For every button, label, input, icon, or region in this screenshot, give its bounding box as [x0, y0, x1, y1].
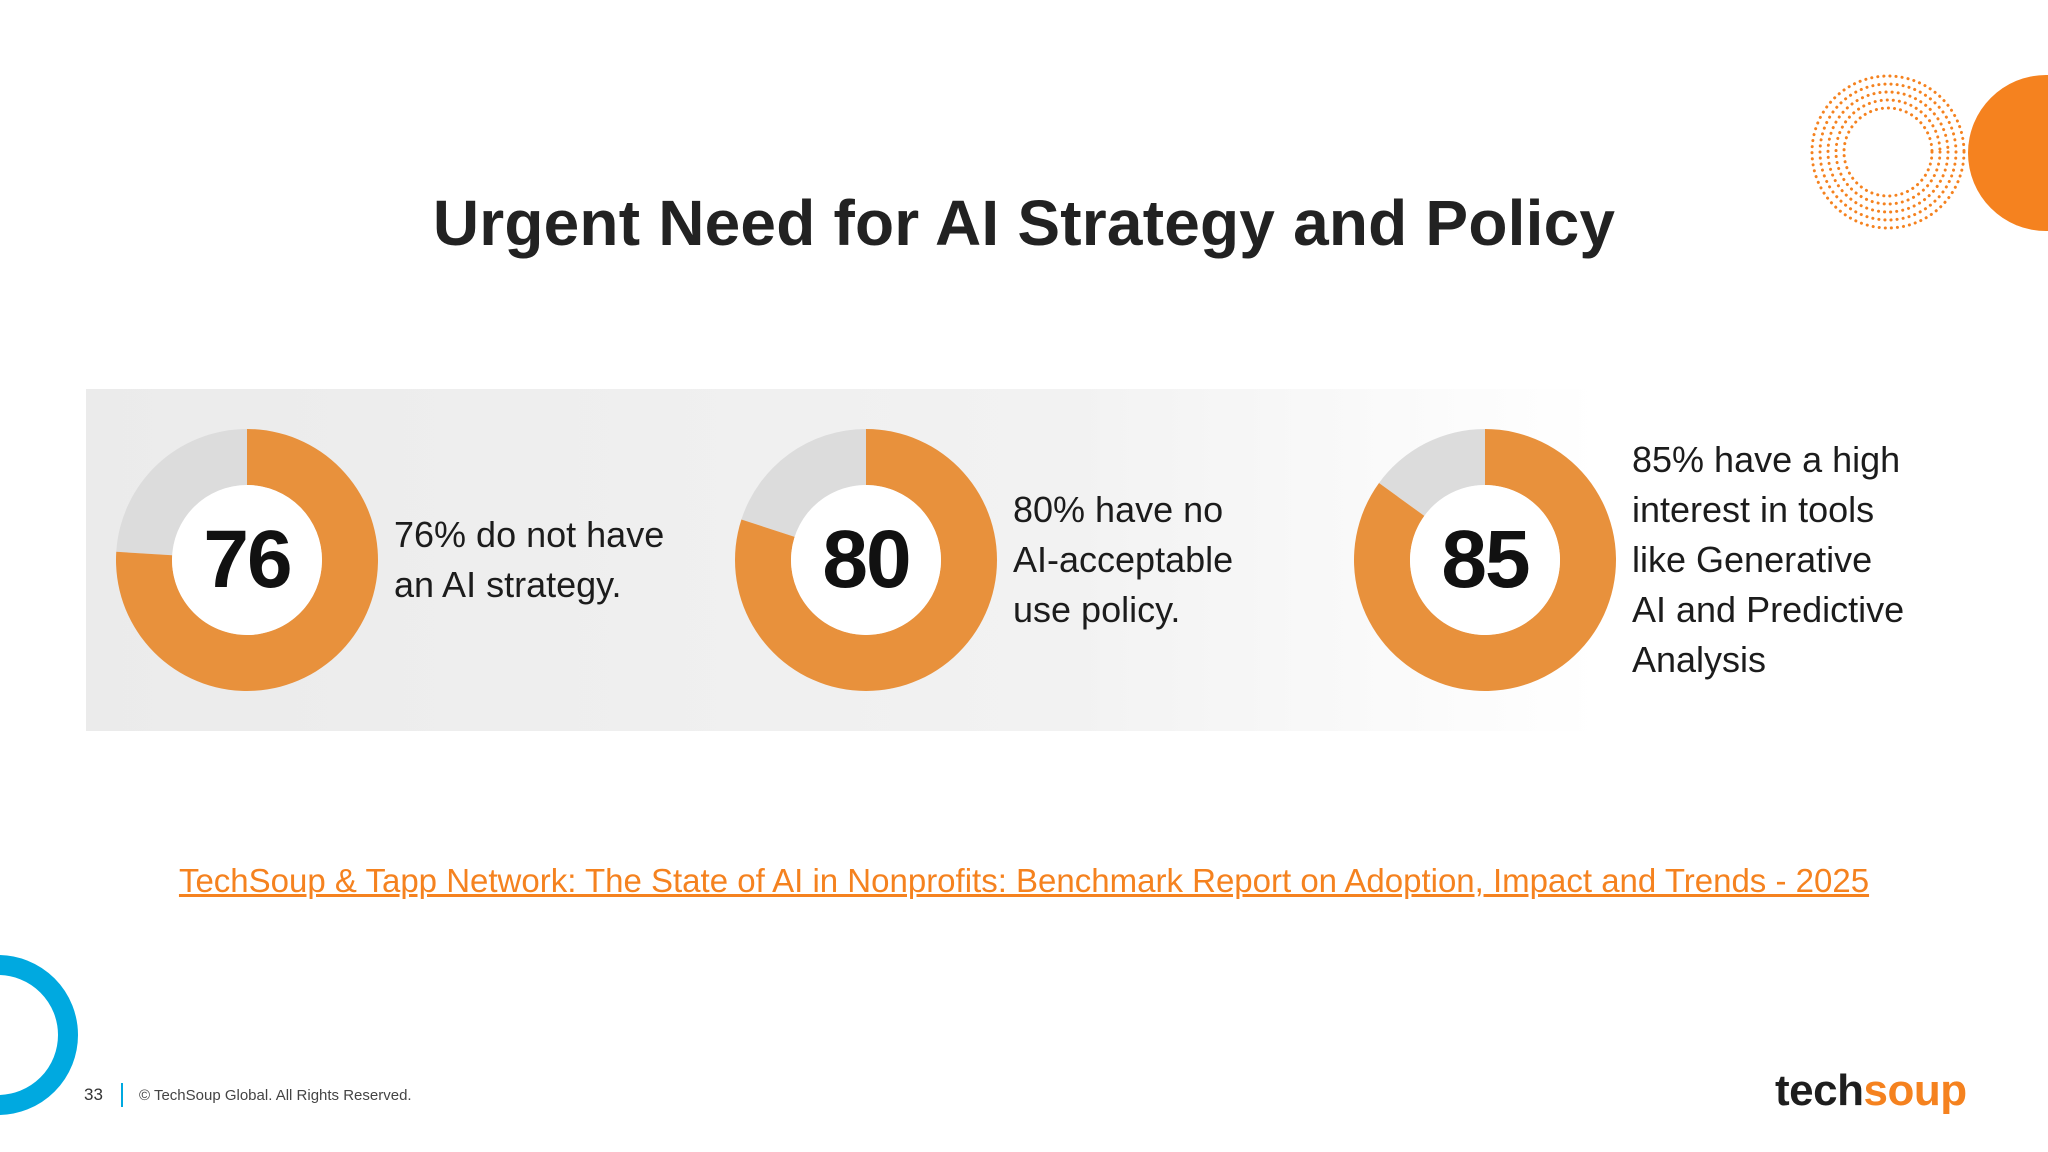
donut-center [172, 485, 322, 635]
stat-line: use policy. [1013, 589, 1181, 630]
stat-line: 80% have no [1013, 489, 1224, 530]
stat-strategy: 76 76% do not have an AI strategy. [114, 427, 694, 693]
donut-segment-remainder [741, 429, 866, 537]
blue-ring-decoration [0, 955, 78, 1115]
stat-line: interest in tools [1632, 489, 1875, 530]
stat-line: like Generative [1632, 539, 1873, 580]
stat-line: AI and Predictive [1632, 589, 1905, 630]
source-report-link[interactable]: TechSoup & Tapp Network: The State of AI… [178, 862, 1870, 899]
logo-text-tech: tech [1775, 1066, 1864, 1115]
donut-center [1410, 485, 1560, 635]
donut-chart-76 [116, 429, 378, 691]
stats-panel: 76 76% do not have an AI strategy. 80 80… [86, 389, 1904, 731]
donut-value-label: 80 [822, 514, 911, 605]
stat-line: Analysis [1632, 639, 1767, 680]
donut-segment-filled [735, 429, 997, 691]
slide-title: Urgent Need for AI Strategy and Policy [432, 187, 1616, 259]
stat-line: 76% do not have [394, 514, 665, 555]
stat-line: AI-acceptable [1013, 539, 1234, 580]
donut-chart-85 [1354, 429, 1616, 691]
stat-interest: 85 85% have a high interest in tools lik… [1352, 427, 1952, 693]
donut-center [791, 485, 941, 635]
dotted-rings-decoration [1810, 74, 1966, 230]
donut-value-label: 85 [1441, 514, 1530, 605]
stat-description: 76% do not have an AI strategy. [394, 510, 694, 610]
donut-value-label: 76 [203, 514, 292, 605]
stat-description: 80% have no AI-acceptable use policy. [1013, 485, 1313, 635]
copyright-text: © TechSoup Global. All Rights Reserved. [139, 1087, 412, 1104]
stat-policy: 80 80% have no AI-acceptable use policy. [733, 427, 1313, 693]
donut-segment-filled [1354, 429, 1616, 691]
footer-divider [121, 1083, 123, 1107]
logo-text-soup: soup [1863, 1066, 1967, 1115]
donut-segment-remainder [1379, 429, 1485, 516]
donut-segment-filled [116, 429, 378, 691]
stat-description: 85% have a high interest in tools like G… [1632, 435, 1932, 685]
donut-segment-remainder [116, 429, 247, 556]
donut-chart-80 [735, 429, 997, 691]
stat-line: 85% have a high [1632, 439, 1901, 480]
stat-line: an AI strategy. [394, 564, 622, 605]
page-number: 33 [84, 1085, 103, 1104]
techsoup-logo: techsoup [1775, 1066, 1967, 1116]
